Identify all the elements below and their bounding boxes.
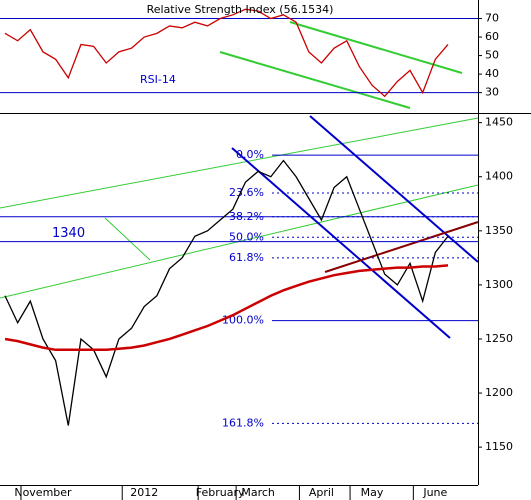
- y-tick-label: 1450: [485, 116, 513, 129]
- fib-label: 61.8%: [229, 251, 264, 264]
- fib-label: 23.6%: [229, 186, 264, 199]
- y-tick-label: 30: [485, 86, 499, 99]
- series-line: [4, 8, 449, 98]
- price-trend: [0, 117, 479, 209]
- indicator-label: RSI-14: [140, 73, 176, 86]
- fib-label: 38.2%: [229, 210, 264, 223]
- y-tick-label: 50: [485, 49, 499, 62]
- y-tick-label: 40: [485, 67, 499, 80]
- y-tick-label: 1400: [485, 170, 513, 183]
- y-tick-label: 1350: [485, 224, 513, 237]
- channel-line: [231, 147, 451, 339]
- x-tick-label: November: [14, 486, 72, 499]
- fib-label: 50.0%: [229, 230, 264, 243]
- price-annotation: 1340: [52, 226, 85, 241]
- x-tick-label: May: [361, 486, 384, 499]
- x-tick-label: February: [196, 486, 245, 499]
- fib-label: 0.0%: [236, 148, 264, 161]
- series-line: [4, 159, 449, 426]
- fib-label: 161.8%: [222, 416, 264, 429]
- series-line: [4, 264, 449, 352]
- y-tick-label: 60: [485, 30, 499, 43]
- y-tick-label: 1200: [485, 386, 513, 399]
- x-tick-label: March: [241, 486, 275, 499]
- y-tick-label: 1300: [485, 278, 513, 291]
- x-tick-label: June: [422, 486, 447, 499]
- rsi-trend: [219, 51, 411, 109]
- y-tick-label: 1250: [485, 332, 513, 345]
- y-tick-label: 70: [485, 12, 499, 25]
- resistance-line: [324, 221, 479, 273]
- x-tick-label: 2012: [130, 486, 158, 499]
- fib-label: 100.0%: [222, 314, 264, 327]
- chart-title: Relative Strength Index (56.1534): [147, 3, 334, 16]
- x-tick-label: April: [309, 486, 334, 499]
- channel-line: [309, 115, 479, 263]
- price-trend: [104, 217, 151, 261]
- y-tick-label: 1150: [485, 440, 513, 453]
